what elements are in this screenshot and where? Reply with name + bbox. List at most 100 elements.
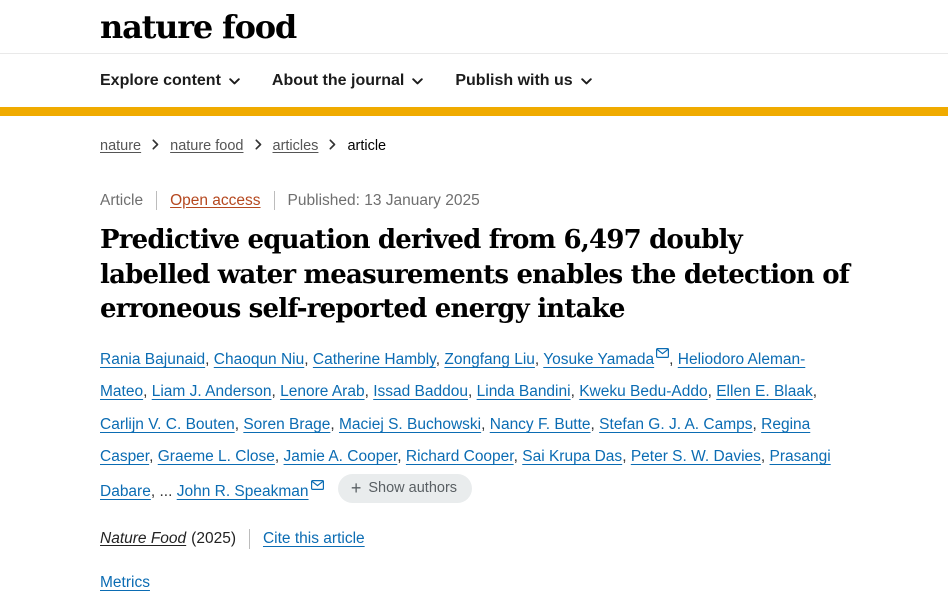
- author-link[interactable]: Heliodoro Aleman-Mateo: [100, 350, 806, 401]
- journal-logo[interactable]: nature food: [100, 7, 297, 46]
- author-link[interactable]: Prasangi Dabare: [100, 448, 831, 500]
- nav-item-label: About the journal: [271, 71, 405, 89]
- author-link[interactable]: Ellen E. Blaak: [716, 383, 813, 401]
- show-authors-button[interactable]: + Show authors: [337, 473, 473, 503]
- author-separator: ,: [143, 383, 148, 401]
- author-link[interactable]: Richard Cooper: [405, 448, 514, 466]
- author-link[interactable]: John R. Speakman: [176, 482, 309, 500]
- author-separator: ,: [150, 482, 156, 500]
- nav-menu-item[interactable]: Publish with us: [455, 71, 592, 90]
- author: Lenore Arab,: [280, 383, 369, 400]
- author-link[interactable]: Regina Casper: [100, 415, 811, 466]
- author: ... John R. Speakman: [159, 479, 324, 500]
- author-separator: ,: [271, 383, 276, 401]
- author-separator: ,: [364, 383, 369, 401]
- author-link[interactable]: Chaoqun Niu: [213, 350, 305, 368]
- author-link[interactable]: Lenore Arab: [280, 383, 365, 401]
- author-separator: ,: [752, 415, 757, 433]
- journal-link[interactable]: Nature Food: [100, 530, 187, 548]
- author-link[interactable]: Peter S. W. Davies: [630, 448, 761, 466]
- breadcrumb-link[interactable]: nature food: [170, 138, 244, 154]
- author: Soren Brage,: [243, 416, 334, 433]
- author-link[interactable]: Issad Baddou: [373, 383, 468, 401]
- author-separator: ,: [304, 350, 309, 368]
- breadcrumb-item: nature: [100, 138, 159, 154]
- author-link[interactable]: Jamie A. Cooper: [283, 448, 398, 466]
- author: Regina Casper,: [100, 416, 810, 466]
- breadcrumb-item: article: [347, 138, 386, 154]
- author-link[interactable]: Catherine Hambly: [312, 350, 436, 368]
- breadcrumb-link[interactable]: articles: [272, 138, 319, 154]
- chevron-right-icon: [152, 138, 159, 154]
- author: Graeme L. Close,: [158, 448, 279, 465]
- email-envelope-icon[interactable]: [656, 338, 670, 371]
- author-link[interactable]: Yosuke Yamada: [543, 350, 655, 368]
- email-envelope-icon[interactable]: [310, 470, 324, 503]
- author: Richard Cooper,: [406, 448, 518, 465]
- plus-icon: +: [350, 477, 362, 498]
- author-list: Rania Bajunaid, Chaoqun Niu, Catherine H…: [100, 344, 848, 509]
- citation-row: Nature Food (2025) Cite this article: [100, 529, 853, 550]
- author: Liam J. Anderson,: [152, 383, 276, 400]
- author-separator: ,: [330, 415, 335, 433]
- author: Sai Krupa Das,: [522, 448, 626, 465]
- chevron-down-icon: [229, 72, 240, 90]
- author-separator: ,: [534, 350, 540, 368]
- site-header: nature food: [0, 0, 948, 54]
- author: Issad Baddou,: [373, 383, 472, 400]
- author: Carlijn V. C. Bouten,: [100, 416, 239, 433]
- author-separator: ,: [570, 383, 575, 401]
- author-separator: ,: [760, 448, 766, 466]
- authors-ellipsis: ...: [159, 482, 173, 500]
- author: Ellen E. Blaak,: [716, 383, 817, 400]
- breadcrumb: nature nature food articles article: [100, 138, 853, 154]
- author-link[interactable]: Linda Bandini: [476, 383, 571, 401]
- nav-menu-item[interactable]: About the journal: [271, 71, 424, 90]
- author-separator: ,: [234, 415, 240, 433]
- author-link[interactable]: Sai Krupa Das: [522, 448, 623, 466]
- author-link[interactable]: Zongfang Liu: [444, 350, 535, 368]
- author: Kweku Bedu-Addo,: [579, 383, 712, 400]
- author: Prasangi Dabare,: [100, 448, 831, 500]
- open-access-link[interactable]: Open access: [170, 191, 261, 209]
- author: Maciej S. Buchowski,: [339, 416, 485, 433]
- nav-menu-item[interactable]: Explore content: [100, 72, 240, 90]
- author-link[interactable]: Carlijn V. C. Bouten: [100, 415, 235, 433]
- author-link[interactable]: Graeme L. Close: [157, 448, 275, 466]
- author: Zongfang Liu,: [444, 351, 539, 368]
- chevron-right-icon: [254, 138, 262, 154]
- author-link[interactable]: Rania Bajunaid: [100, 350, 206, 368]
- author-link[interactable]: Kweku Bedu-Addo: [579, 383, 708, 401]
- breadcrumb-item: nature food: [170, 138, 261, 154]
- meta-divider: [273, 191, 275, 210]
- author-separator: ,: [205, 350, 210, 368]
- metrics-row: Metrics: [100, 574, 853, 592]
- author-separator: ,: [812, 383, 818, 401]
- author-separator: ,: [513, 448, 518, 466]
- metrics-link[interactable]: Metrics: [100, 574, 150, 592]
- author-link[interactable]: Soren Brage: [243, 415, 331, 433]
- nav-item-label: Explore content: [100, 71, 221, 89]
- author-separator: ,: [274, 448, 280, 466]
- author-separator: ,: [468, 383, 473, 401]
- author: Nancy F. Butte,: [490, 416, 595, 433]
- breadcrumb-link[interactable]: nature: [100, 138, 142, 154]
- nav-item-label: Publish with us: [455, 71, 573, 89]
- author: Peter S. W. Davies,: [631, 448, 765, 465]
- author-link[interactable]: Maciej S. Buchowski: [338, 415, 482, 433]
- author-separator: ,: [622, 448, 627, 466]
- author: Yosuke Yamada,: [543, 347, 674, 368]
- author-link[interactable]: Nancy F. Butte: [489, 415, 591, 433]
- author-separator: ,: [707, 383, 712, 401]
- author-link[interactable]: Liam J. Anderson: [151, 383, 272, 401]
- author: Stefan G. J. A. Camps,: [599, 416, 757, 433]
- author-separator: ,: [669, 350, 674, 368]
- chevron-down-icon: [580, 72, 592, 90]
- chevron-down-icon: [412, 72, 424, 90]
- cite-this-article-link[interactable]: Cite this article: [262, 530, 365, 548]
- author-link[interactable]: Stefan G. J. A. Camps: [599, 415, 753, 433]
- breadcrumb-item: articles: [273, 138, 337, 154]
- author: Jamie A. Cooper,: [284, 448, 402, 465]
- author: Heliodoro Aleman-Mateo,: [100, 351, 805, 401]
- citation-year: (2025): [191, 530, 236, 548]
